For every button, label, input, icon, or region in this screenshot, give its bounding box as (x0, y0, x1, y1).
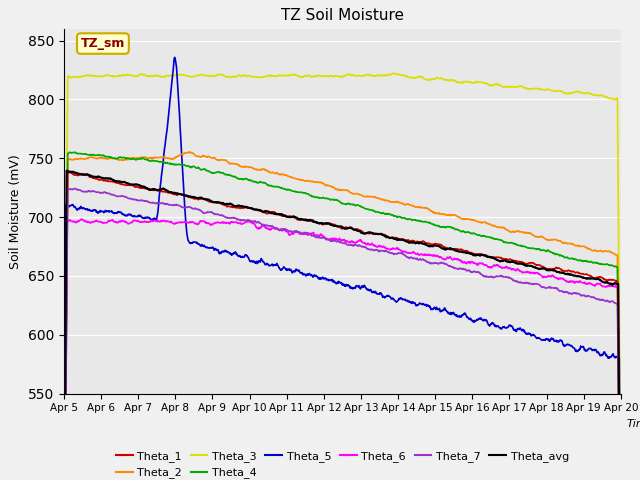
Legend: Theta_1, Theta_2, Theta_3, Theta_4, Theta_5, Theta_6, Theta_7, Theta_avg: Theta_1, Theta_2, Theta_3, Theta_4, Thet… (111, 446, 573, 480)
Text: Time: Time (627, 419, 640, 429)
Y-axis label: Soil Moisture (mV): Soil Moisture (mV) (10, 154, 22, 269)
Title: TZ Soil Moisture: TZ Soil Moisture (281, 9, 404, 24)
Text: TZ_sm: TZ_sm (81, 37, 125, 50)
